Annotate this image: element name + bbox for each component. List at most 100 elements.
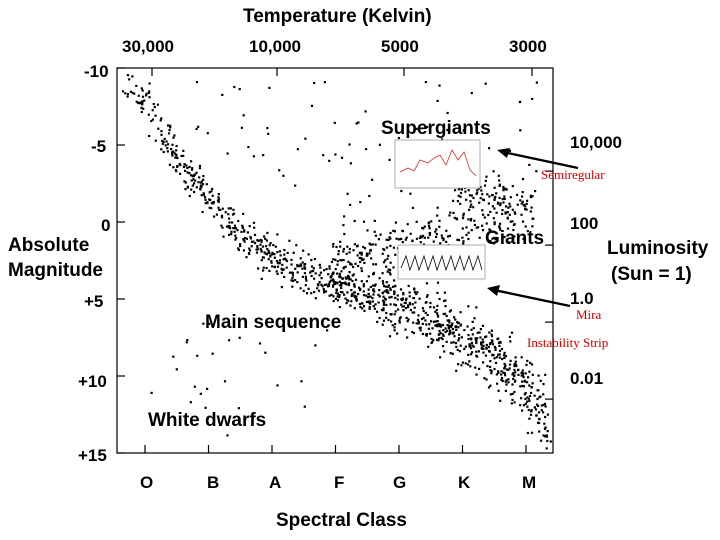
star-point — [528, 399, 531, 402]
star-point — [479, 197, 482, 200]
star-point — [444, 299, 447, 302]
star-point — [323, 283, 326, 286]
star-point — [522, 404, 526, 407]
star-point — [235, 237, 238, 240]
star-point — [368, 242, 371, 245]
y-tick-plus15: +15 — [78, 446, 107, 465]
star-point — [180, 154, 183, 158]
star-point — [168, 129, 171, 132]
star-point — [446, 111, 449, 115]
star-point — [491, 205, 494, 208]
star-point — [278, 259, 282, 262]
star-point — [232, 227, 235, 230]
star-point — [373, 290, 376, 293]
star-point — [373, 284, 377, 287]
star-point — [267, 258, 270, 261]
star-point — [228, 217, 231, 220]
star-point — [495, 211, 498, 214]
star-point — [192, 174, 195, 178]
star-point — [237, 248, 240, 251]
star-point — [486, 193, 489, 196]
star-point — [440, 336, 443, 339]
star-point — [446, 319, 449, 322]
star-point — [359, 287, 362, 291]
star-point — [143, 99, 146, 102]
star-point — [430, 337, 433, 340]
star-point — [330, 260, 334, 264]
star-point — [484, 354, 487, 357]
star-point — [172, 136, 175, 139]
star-point — [327, 282, 331, 286]
star-point — [387, 318, 390, 322]
star-point — [176, 164, 179, 168]
top-tick-30000: 30,000 — [122, 37, 174, 56]
star-point — [273, 256, 276, 259]
star-point — [295, 244, 298, 247]
star-point — [503, 367, 506, 370]
star-point — [418, 297, 421, 300]
star-point — [276, 233, 279, 236]
star-point — [126, 95, 129, 98]
star-point — [195, 81, 199, 84]
star-point — [179, 164, 182, 167]
class-O: O — [140, 473, 154, 492]
star-point — [491, 340, 494, 343]
star-point — [188, 194, 191, 198]
star-point — [506, 216, 509, 219]
star-point — [343, 281, 346, 285]
star-point — [343, 266, 346, 269]
star-point — [362, 285, 365, 288]
star-point — [227, 213, 230, 216]
star-point — [484, 336, 487, 339]
star-point — [266, 253, 269, 256]
star-point — [507, 368, 510, 371]
star-point — [240, 230, 243, 233]
star-point — [298, 264, 301, 268]
star-point — [530, 386, 533, 389]
star-point — [366, 254, 369, 257]
star-point — [260, 239, 263, 242]
star-point — [344, 265, 347, 268]
star-point — [241, 224, 244, 227]
star-point — [483, 377, 486, 380]
star-point — [368, 194, 371, 198]
star-point — [391, 324, 394, 327]
star-point — [428, 232, 431, 235]
star-point — [341, 291, 344, 294]
star-point — [387, 291, 390, 294]
star-point — [466, 325, 469, 328]
star-point — [456, 217, 459, 220]
star-point — [480, 346, 483, 349]
star-point — [233, 85, 236, 89]
star-point — [255, 248, 258, 251]
star-point — [314, 272, 317, 275]
semiregular-arrow — [497, 148, 579, 170]
star-point — [349, 203, 352, 206]
star-point — [290, 258, 293, 261]
star-point — [441, 324, 445, 327]
star-point — [382, 295, 385, 298]
star-point — [454, 342, 458, 345]
star-point — [432, 240, 435, 243]
star-point — [411, 239, 414, 243]
star-point — [328, 265, 331, 268]
star-point — [401, 241, 404, 244]
star-point — [435, 235, 438, 239]
star-point — [523, 379, 526, 382]
star-point — [154, 139, 157, 142]
star-point — [300, 380, 303, 383]
star-point — [524, 208, 527, 211]
star-point — [527, 397, 530, 400]
star-point — [271, 265, 274, 268]
star-point — [482, 341, 485, 344]
star-point — [465, 198, 468, 201]
star-point — [267, 251, 270, 254]
star-point — [301, 267, 304, 270]
star-point — [521, 200, 524, 203]
star-point — [219, 208, 222, 211]
star-point — [362, 305, 366, 308]
right-tick-001: 0.01 — [570, 369, 604, 388]
star-point — [498, 179, 501, 182]
star-point — [450, 325, 453, 329]
star-point — [464, 362, 467, 365]
